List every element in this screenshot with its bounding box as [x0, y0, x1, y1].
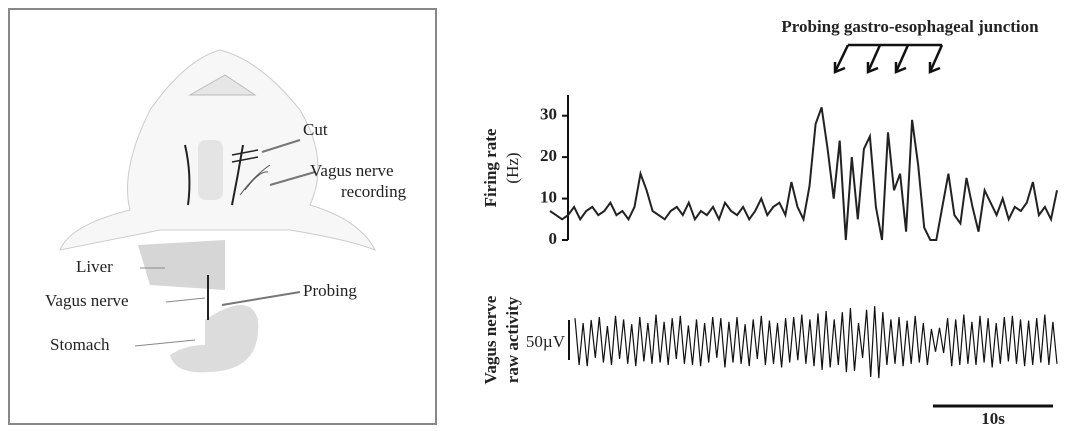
- rat-head: [188, 74, 257, 96]
- y-axis-label: raw activity: [503, 296, 522, 383]
- y-axis-label: Firing rate: [481, 128, 500, 207]
- label-stomach: Stomach: [50, 335, 110, 354]
- cut-mark: [231, 149, 259, 163]
- liver: [138, 240, 225, 290]
- label-cut: Cut: [303, 120, 328, 139]
- scale-label: 10s: [981, 409, 1005, 428]
- y-axis-label: (Hz): [503, 152, 522, 183]
- probe-arrows: [833, 43, 944, 74]
- y-tick-label: 20: [540, 146, 557, 165]
- y-tick-label: 0: [549, 229, 558, 248]
- y-axis-label: Vagus nerve: [481, 295, 500, 384]
- annotation: Probing gastro-esophageal junction: [781, 17, 1039, 36]
- y-tick-label: 10: [540, 187, 557, 206]
- anatomy-panel: Cut Vagus nerve recording Liver Vagus ne…: [8, 8, 437, 425]
- nerves: [184, 144, 244, 206]
- label-recording: recording: [341, 182, 407, 201]
- panel-border: [8, 8, 437, 425]
- label-recording: Vagus nerve: [310, 161, 394, 180]
- y-tick-label: 30: [540, 105, 557, 124]
- raw-trace: [574, 306, 1058, 379]
- firing-rate-line: [549, 107, 1058, 241]
- label-vagus: Vagus nerve: [45, 291, 129, 310]
- electrode: [239, 164, 271, 196]
- leader-lines: [134, 267, 206, 347]
- scale-label: 50µV: [526, 332, 566, 351]
- label-liver: Liver: [76, 257, 113, 276]
- label-probing: Probing: [303, 281, 357, 300]
- pointers: [221, 139, 316, 306]
- trachea: [198, 140, 223, 200]
- stomach: [170, 305, 259, 373]
